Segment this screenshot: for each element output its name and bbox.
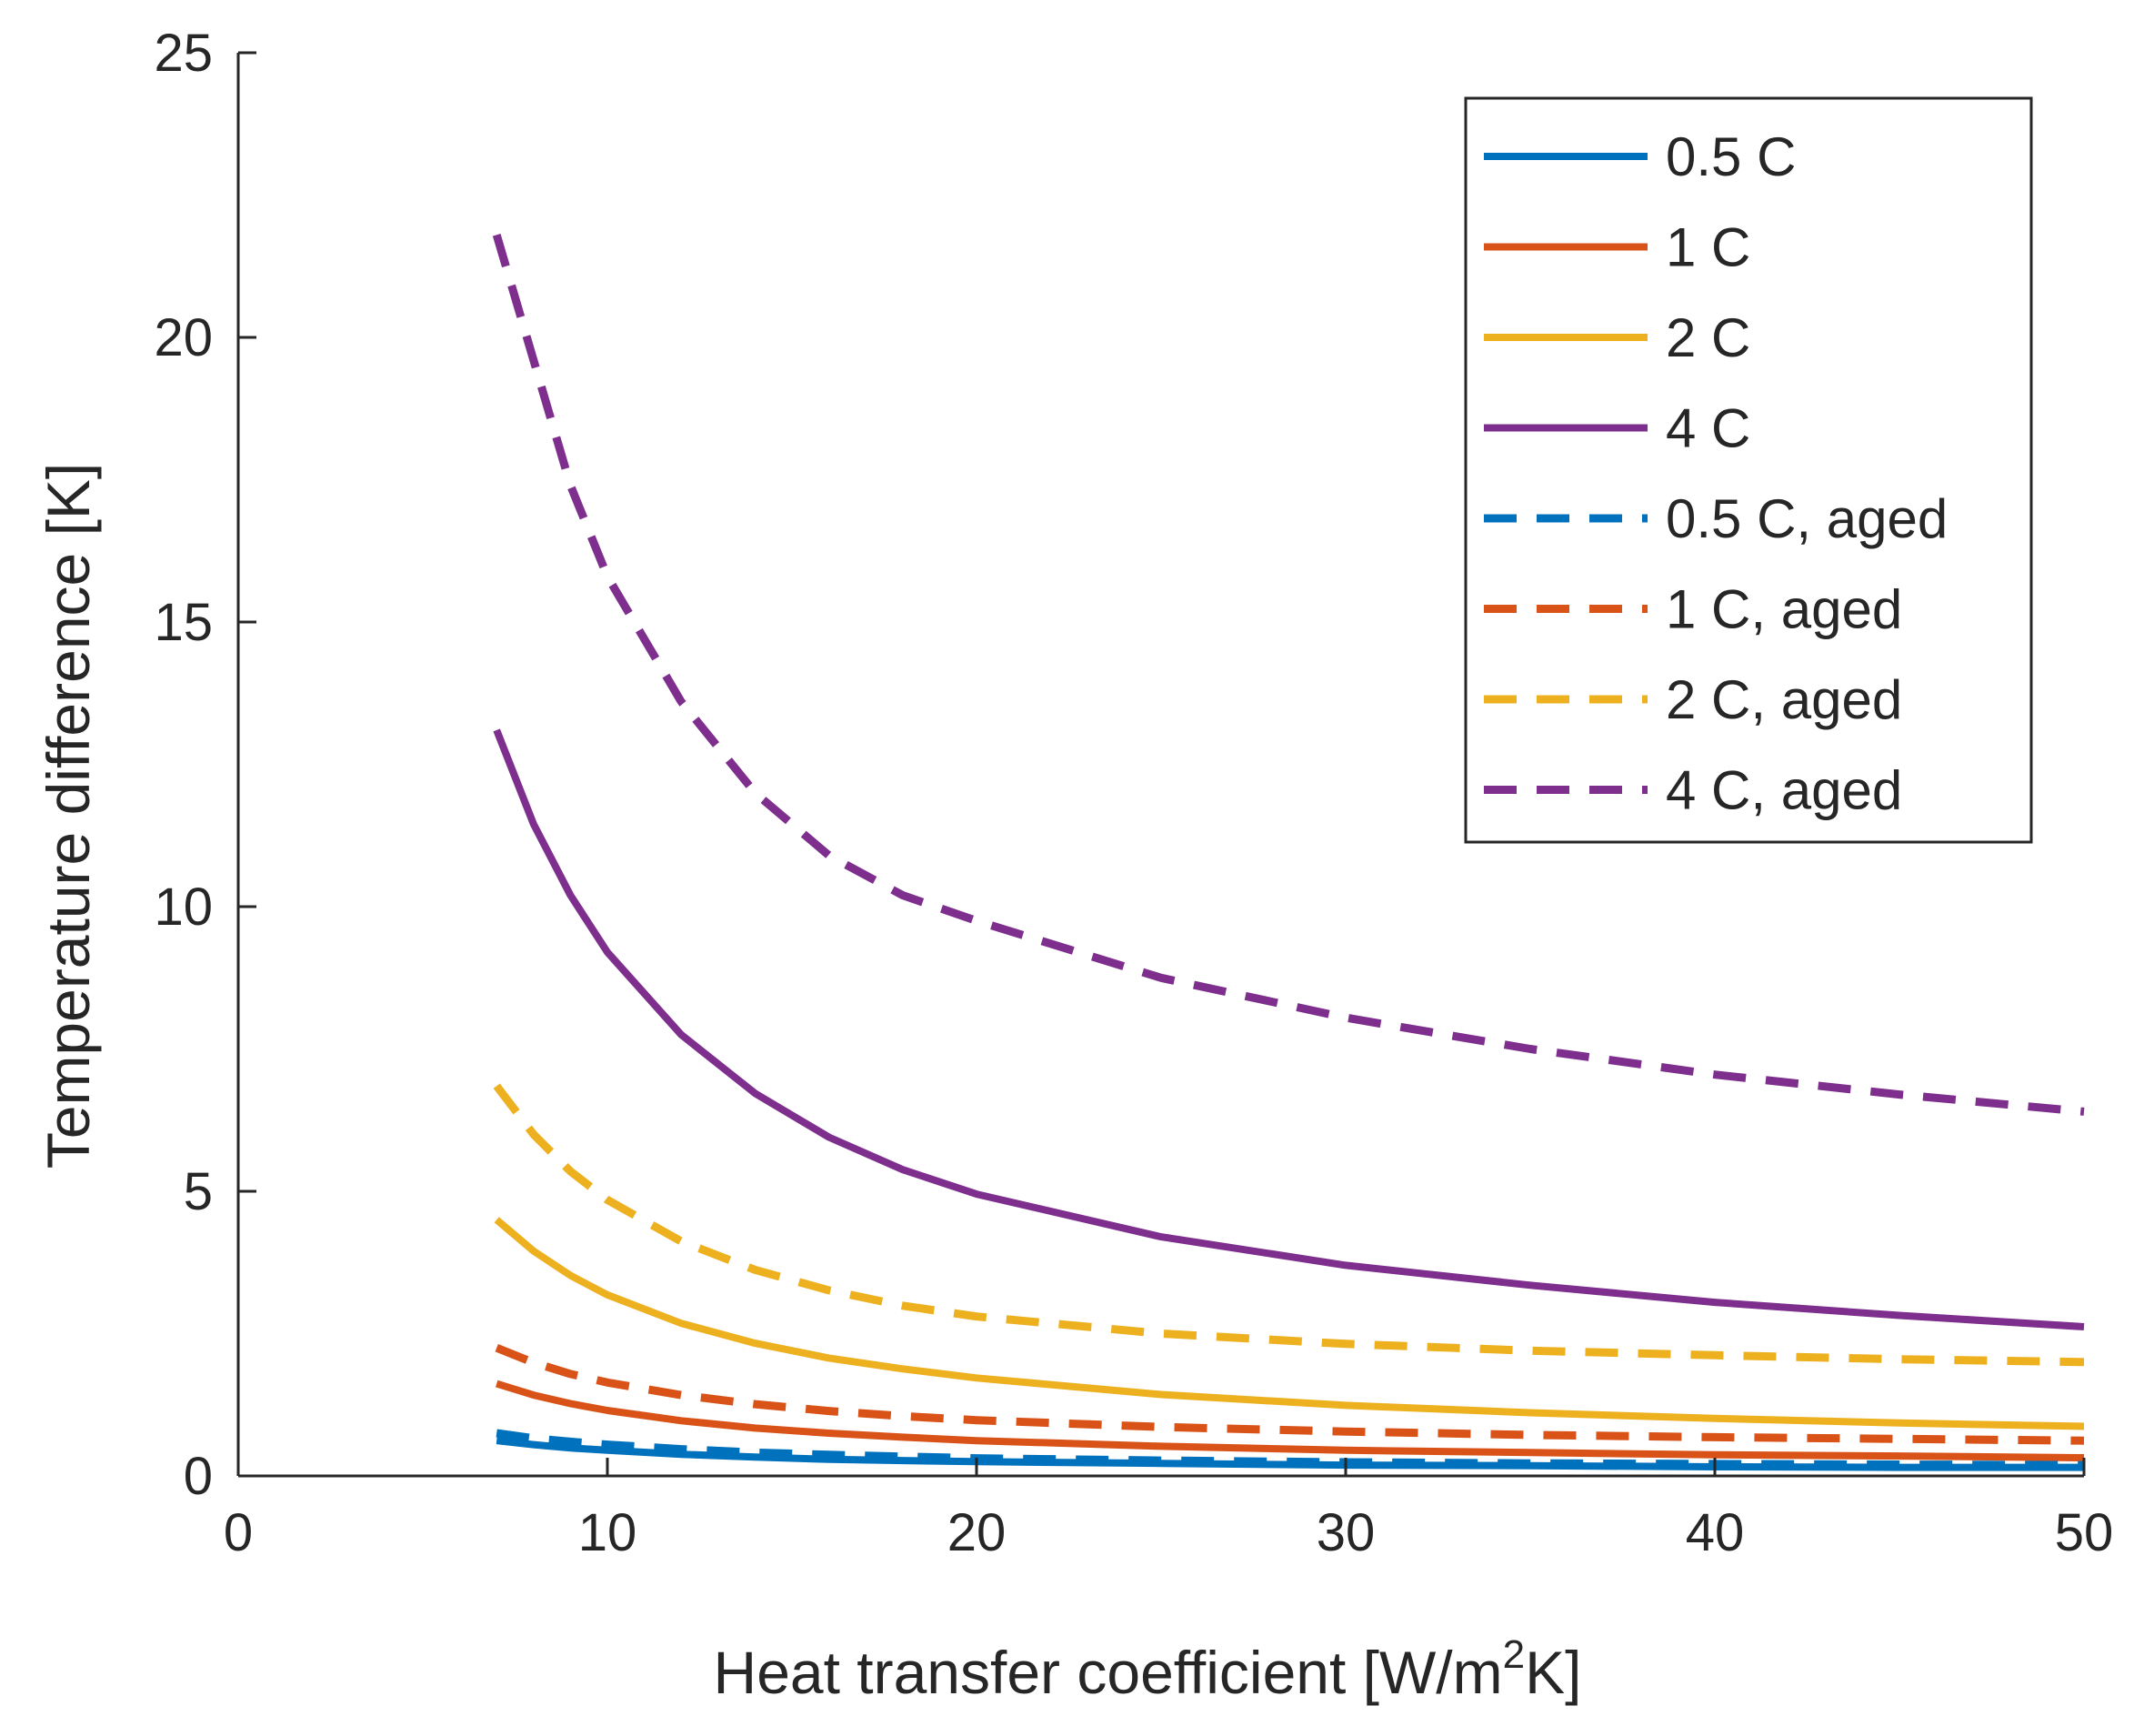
y-tick-label: 5 bbox=[184, 1162, 213, 1221]
legend-label-2-c: 2 C bbox=[1666, 307, 1750, 368]
y-tick-label: 10 bbox=[154, 878, 213, 937]
x-tick-label: 10 bbox=[578, 1503, 637, 1562]
legend-label-2-c-aged: 2 C, aged bbox=[1666, 669, 1902, 730]
series-layer bbox=[492, 234, 2085, 1471]
legend: 0.5 C 1 C 2 C 4 C 0.5 C, aged 1 C, aged 2 C, a… bbox=[1464, 96, 2033, 844]
x-tick-label: 50 bbox=[2055, 1503, 2114, 1562]
legend-label-1-c: 1 C bbox=[1666, 217, 1750, 278]
y-tick-label: 0 bbox=[184, 1447, 213, 1506]
series-line-4-c-aged bbox=[492, 234, 2085, 1116]
series-line-1-c bbox=[496, 1380, 2085, 1461]
x-axis-title-tail: K] bbox=[1525, 1639, 1581, 1706]
series-line-2-c-aged bbox=[493, 1083, 2085, 1367]
legend-label-0-5-c: 0.5 C bbox=[1666, 126, 1796, 187]
y-tick-label: 25 bbox=[154, 24, 213, 83]
x-axis-title-sup: 2 bbox=[1503, 1632, 1525, 1677]
legend-label-1-c-aged: 1 C, aged bbox=[1666, 579, 1902, 640]
x-tick-label: 20 bbox=[947, 1503, 1007, 1562]
series-line-0-5-c bbox=[496, 1437, 2084, 1471]
series-line-4-c bbox=[493, 728, 2085, 1330]
x-axis-title-main: Heat transfer coefficient [W/m bbox=[714, 1639, 1503, 1706]
legend-label-0-5-c-aged: 0.5 C, aged bbox=[1666, 488, 1948, 549]
y-tick-label: 20 bbox=[154, 308, 213, 367]
y-tick-label: 15 bbox=[154, 593, 213, 652]
legend-label-4-c-aged: 4 C, aged bbox=[1666, 760, 1902, 821]
axes: 0 10 20 30 40 50 0 5 10 15 20 25 bbox=[154, 24, 2113, 1562]
x-axis-title: Heat transfer coefficient [W/m2K] bbox=[714, 1632, 1582, 1706]
y-axis-title: Temperature difference [K] bbox=[35, 463, 102, 1169]
x-tick-label: 40 bbox=[1686, 1503, 1745, 1562]
x-tick-label: 0 bbox=[224, 1503, 253, 1562]
legend-box bbox=[1464, 96, 2033, 844]
x-tick-label: 30 bbox=[1317, 1503, 1376, 1562]
legend-label-4-c: 4 C bbox=[1666, 398, 1750, 459]
series-line-1-c-aged bbox=[495, 1344, 2085, 1445]
series-line-2-c bbox=[494, 1217, 2085, 1430]
